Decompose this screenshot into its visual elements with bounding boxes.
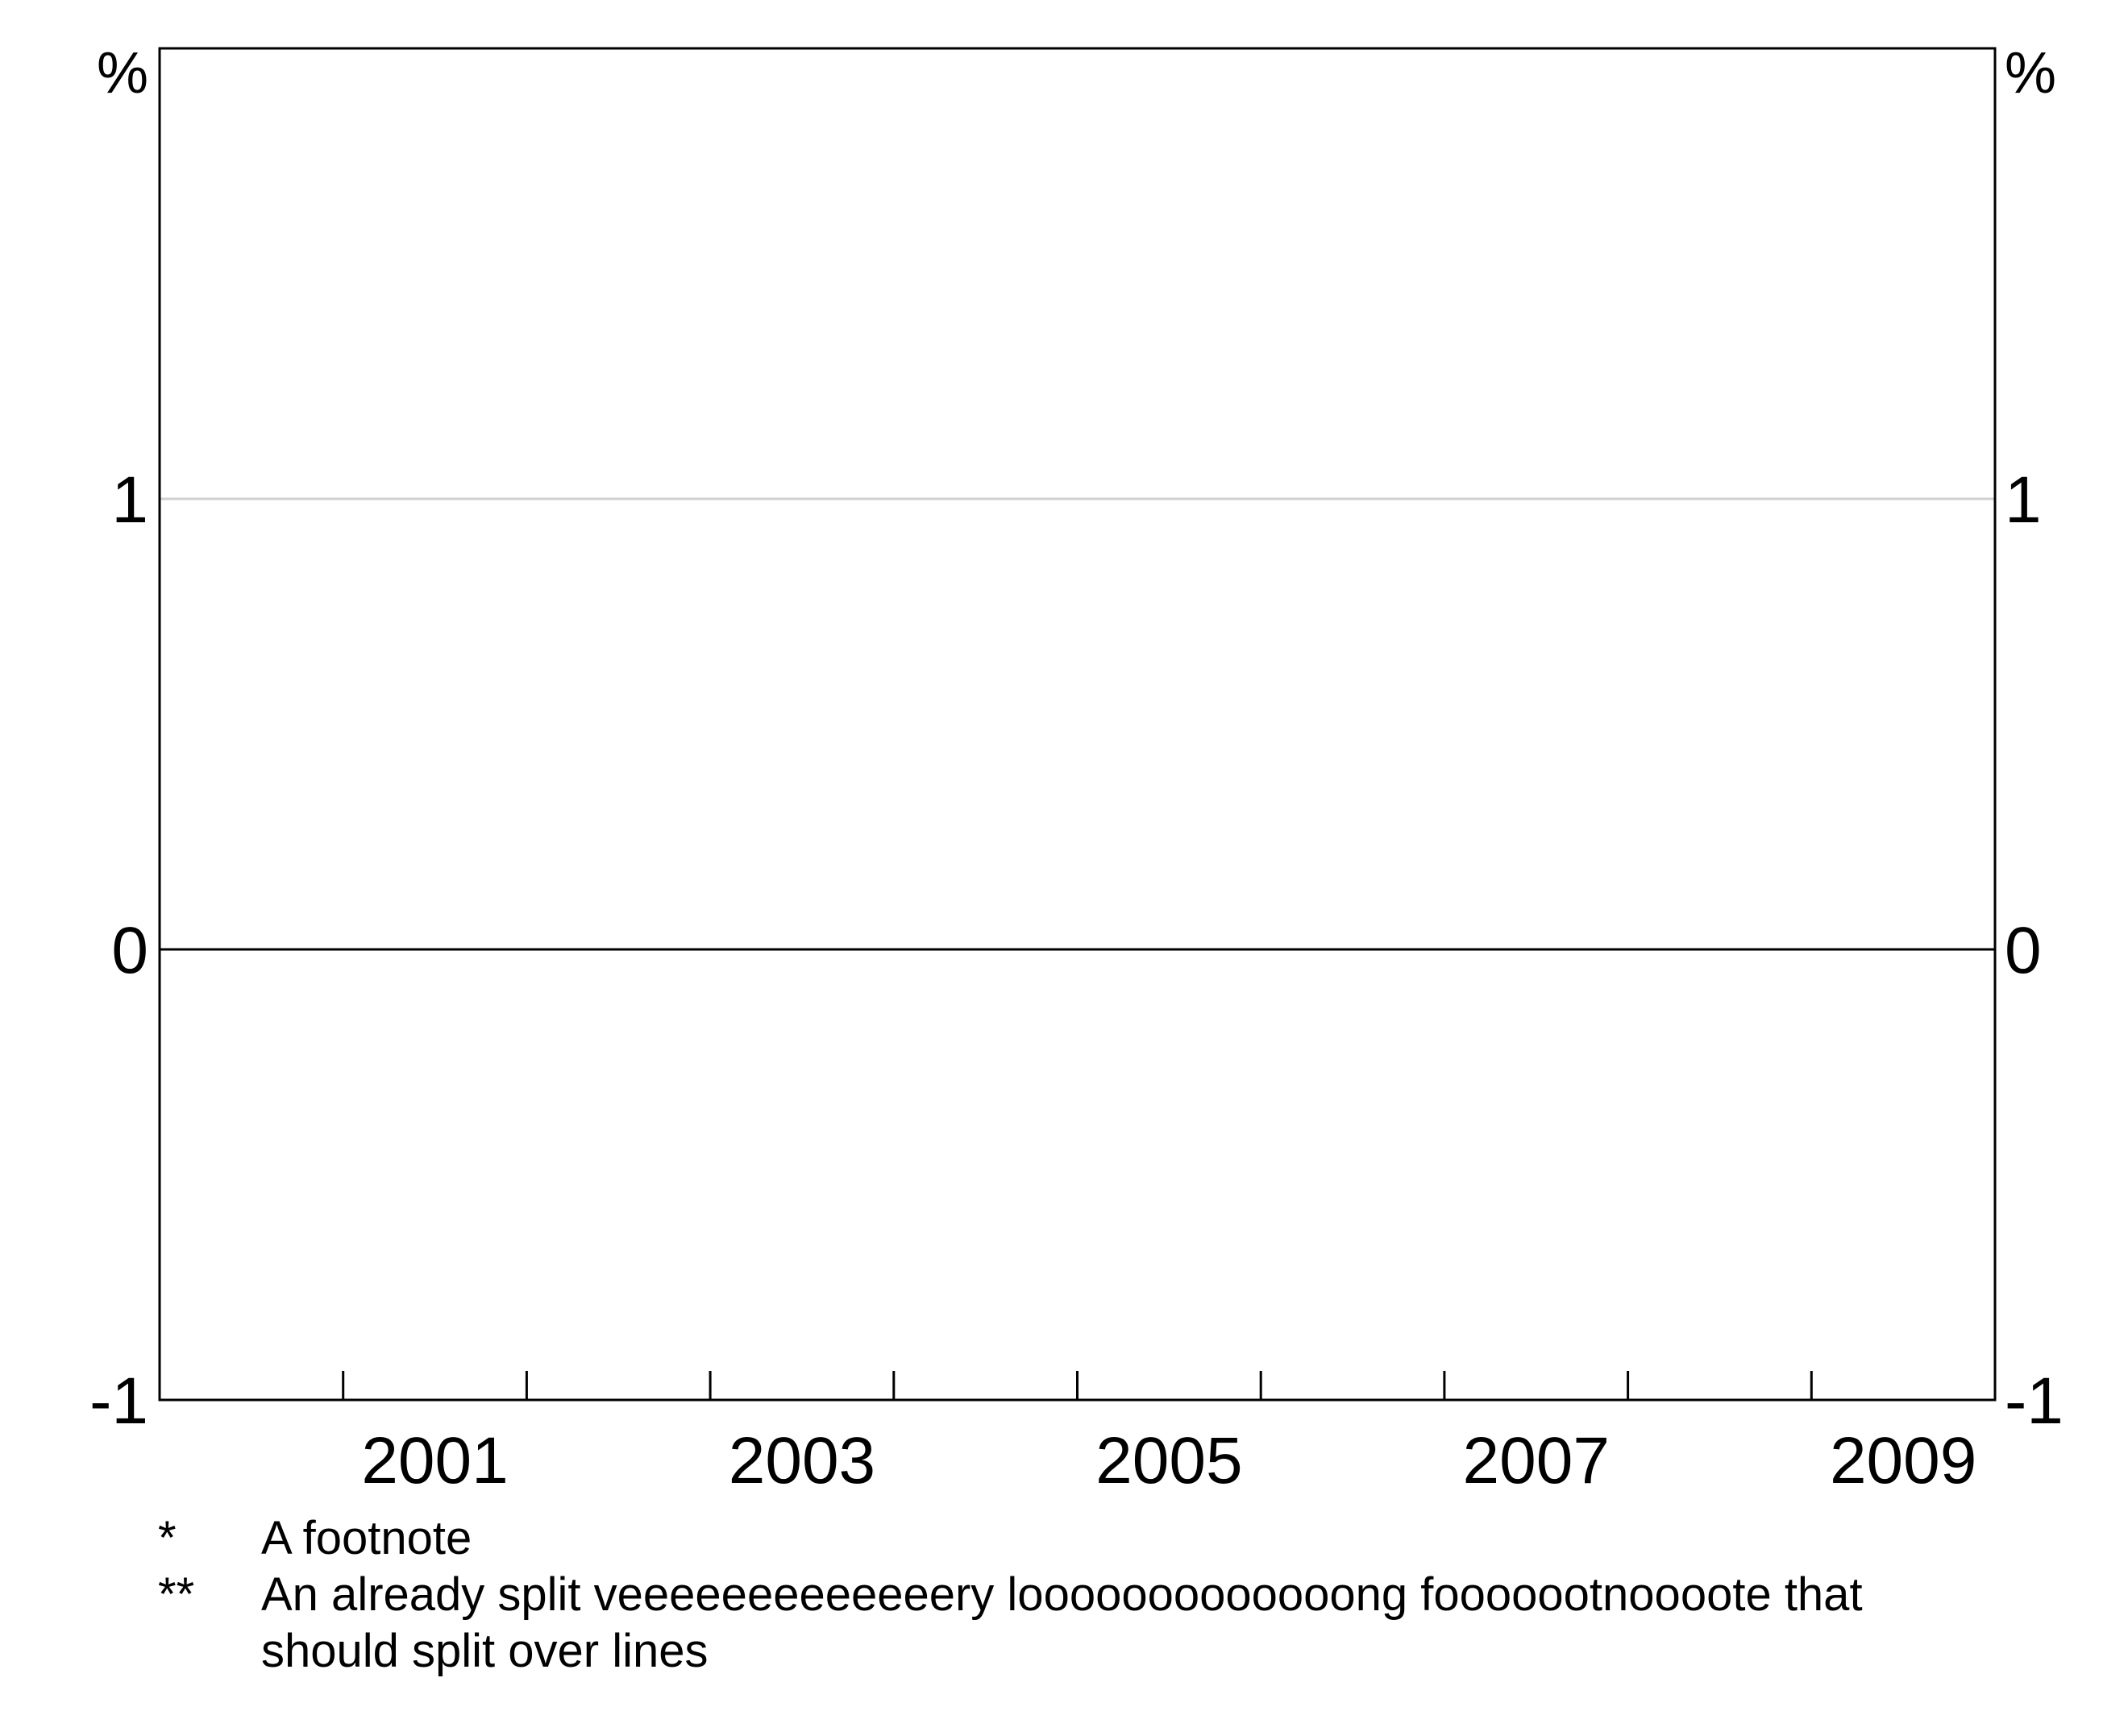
y-tick-label-right: 0 xyxy=(2005,914,2042,987)
y-unit-label-right: % xyxy=(2005,41,2056,106)
x-tick-label: 2003 xyxy=(729,1424,875,1497)
footnote-symbol: ** xyxy=(158,1568,195,1621)
footnotes: * A footnote ** An already split veeeeee… xyxy=(158,1510,1980,1680)
plot-frame xyxy=(158,47,1997,1402)
x-tick-label: 2001 xyxy=(361,1424,508,1497)
y-tick-label-left: 1 xyxy=(111,463,148,537)
y-tick-label-left: 0 xyxy=(111,914,148,987)
chart: 2001 2003 2005 2007 2009 -1 -1 0 0 1 1%% xyxy=(89,41,2064,1497)
y-tick-label-left: -1 xyxy=(89,1364,148,1438)
x-axis-ticks xyxy=(342,1371,1813,1400)
axis-labels: 2001 2003 2005 2007 2009 -1 -1 0 0 1 1%% xyxy=(89,41,2064,1497)
footnote-symbol: * xyxy=(158,1512,177,1564)
footnote-1: * A footnote xyxy=(158,1510,1980,1567)
x-tick-label: 2007 xyxy=(1463,1424,1610,1497)
footnote-text: A footnote xyxy=(261,1512,472,1564)
footnote-text: An already split veeeeeeeeeeeeery looooo… xyxy=(261,1568,1863,1677)
y-unit-label-left: % xyxy=(97,41,148,106)
footnote-2: ** An already split veeeeeeeeeeeeery loo… xyxy=(158,1567,1980,1680)
y-tick-label-right: -1 xyxy=(2005,1364,2064,1438)
y-tick-label-right: 1 xyxy=(2005,463,2042,537)
x-tick-label: 2005 xyxy=(1095,1424,1242,1497)
x-tick-label: 2009 xyxy=(1830,1424,1976,1497)
